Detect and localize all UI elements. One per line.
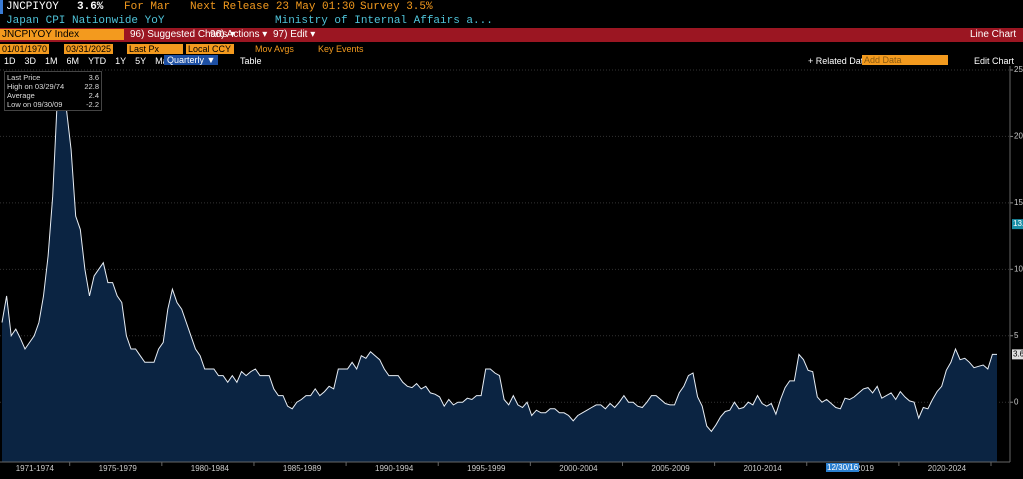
range-button[interactable]: 1Y	[115, 56, 127, 66]
legend-value: 22.8	[84, 82, 99, 91]
key-events[interactable]: Key Events	[318, 44, 364, 54]
toolbar	[0, 28, 1023, 42]
legend-row: Last Price 3.6	[7, 73, 99, 82]
suggested-button[interactable]: 96) Suggested Charts ▾	[130, 29, 236, 40]
legend: Last Price 3.6 High on 03/29/74 22.8 Average…	[4, 71, 102, 111]
x-tick-label: 2000-2004	[559, 464, 598, 473]
price-tag	[1012, 349, 1023, 360]
x-tick-label: 1975-1979	[99, 464, 138, 473]
mov-avgs[interactable]: Mov Avgs	[255, 44, 294, 54]
y-tick-label: 25	[1014, 65, 1023, 74]
area	[2, 96, 997, 462]
description: Japan CPI Nationwide YoY	[6, 15, 165, 27]
y-tick-label: 20	[1014, 132, 1023, 141]
x-tick-label: 1971-1974	[16, 464, 55, 473]
legend-label: Low on 09/30/09	[7, 100, 63, 109]
price: 3.6%	[77, 1, 104, 13]
flag	[0, 0, 3, 14]
price-tag-label: 3.6	[1013, 349, 1023, 358]
x-tick-label: 2005-2009	[651, 464, 690, 473]
crosshair-date: 12/30/16	[826, 463, 860, 472]
y-tick-label: 0	[1014, 397, 1019, 406]
actions-button[interactable]: 96) Actions ▾	[210, 29, 268, 40]
add-data[interactable]: Add Data	[862, 55, 948, 65]
legend-value: 2.4	[88, 91, 99, 100]
price-tag-label: 13.4	[1013, 219, 1023, 228]
range-button[interactable]: 6M	[66, 56, 80, 66]
legend-value: 3.6	[88, 73, 99, 82]
range-button[interactable]: 1D	[4, 56, 16, 66]
end-date[interactable]: 03/31/2025	[64, 44, 114, 54]
period: For Mar	[124, 1, 171, 13]
legend-label: Average	[7, 91, 35, 100]
legend-value: -2.2	[86, 100, 99, 109]
table-button[interactable]: Table	[240, 56, 262, 66]
x-tick-label: 1990-1994	[375, 464, 414, 473]
start-date[interactable]: 01/01/1970	[0, 44, 50, 54]
source: Ministry of Internal Affairs a...	[275, 15, 493, 27]
security[interactable]: JNCPIYOY Index	[0, 29, 124, 40]
currency[interactable]: Local CCY	[186, 44, 234, 54]
frequency[interactable]: Quarterly ▼	[164, 55, 219, 65]
ticker: JNCPIYOY	[6, 1, 59, 13]
legend-row: Low on 09/30/09 -2.2	[7, 100, 99, 109]
edit-chart[interactable]: Edit Chart	[974, 56, 1015, 66]
x-tick-label: 1985-1989	[283, 464, 322, 473]
x-tick-label: 1995-1999	[467, 464, 506, 473]
range-button[interactable]: 5Y	[135, 56, 147, 66]
legend-label: Last Price	[7, 73, 41, 82]
y-tick-label: 5	[1014, 331, 1019, 340]
survey: Survey 3.5%	[360, 1, 433, 13]
range-button[interactable]: 1M	[45, 56, 58, 66]
legend-row: High on 03/29/74 22.8	[7, 82, 99, 91]
field[interactable]: Last Px	[127, 44, 183, 54]
edit-button[interactable]: 97) Edit ▾	[273, 29, 316, 40]
legend-row: Average 2.4	[7, 91, 99, 100]
range-button[interactable]: Max	[155, 56, 172, 66]
range-button[interactable]: YTD	[88, 56, 107, 66]
line	[1, 95, 997, 433]
price-tag	[1012, 219, 1023, 230]
related[interactable]: + Related Dat:	[808, 56, 866, 66]
x-tick-label: 2010-2014	[744, 464, 783, 473]
chart-kind: Line Chart	[970, 29, 1017, 40]
x-tick-label: 2020-2024	[928, 464, 967, 473]
x-tick-label: 1980-1984	[191, 464, 230, 473]
y-tick-label: 10	[1014, 264, 1023, 273]
range-button[interactable]: 3D	[24, 56, 37, 66]
release: Next Release 23 May 01:30	[190, 1, 356, 13]
range-buttons: 1D 3D 1M 6M YTD 1Y 5Y Max	[4, 56, 172, 66]
legend-label: High on 03/29/74	[7, 82, 65, 91]
y-tick-label: 15	[1014, 198, 1023, 207]
